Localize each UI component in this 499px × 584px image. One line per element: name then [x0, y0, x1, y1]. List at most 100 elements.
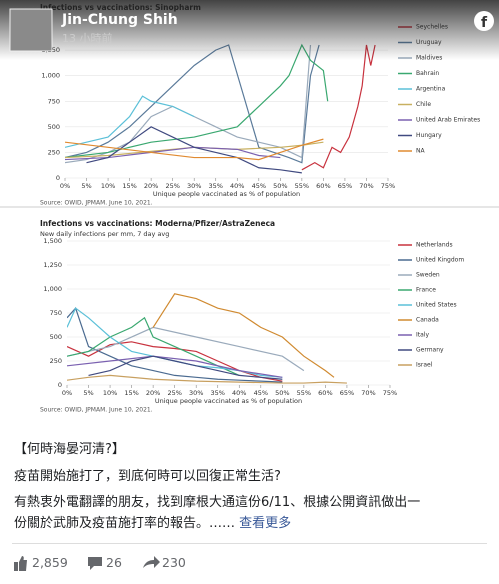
- chart-source: Source: OWID, JPMAM. June 10, 2021.: [40, 200, 153, 207]
- legend-label: Italy: [416, 332, 429, 339]
- chart-title: Infections vs vaccinations: Moderna/Pfiz…: [40, 219, 275, 228]
- legend-label: Israel: [416, 362, 433, 369]
- post-text: 有熱衷外電翻譯的朋友，找到摩根大通這份6/11、根據公開資訊做出一: [14, 495, 421, 510]
- legend-label: Canada: [416, 317, 439, 324]
- legend-label: France: [416, 287, 436, 294]
- chart-source: Source: OWID, JPMAM. June 10, 2021.: [40, 407, 153, 414]
- x-tick-label: 40%: [230, 182, 244, 190]
- x-tick-label: 50%: [273, 182, 287, 190]
- facebook-f: f: [481, 15, 488, 31]
- chart-subtitle: New daily infections per mm, 7 day avg: [40, 230, 169, 238]
- avatar[interactable]: [9, 8, 53, 52]
- x-axis-label: Unique people vaccinated as % of populat…: [153, 190, 300, 198]
- series-line: [67, 326, 305, 372]
- legend-label: United States: [416, 302, 457, 309]
- see-more[interactable]: 查看更多: [239, 516, 292, 531]
- y-tick-label: 1,250: [43, 261, 62, 269]
- x-tick-label: 20%: [144, 182, 158, 190]
- x-tick-label: 30%: [189, 389, 203, 397]
- x-tick-label: 75%: [381, 182, 395, 190]
- legend-label: Germany: [416, 347, 444, 354]
- y-tick-label: 1,000: [41, 72, 60, 80]
- series-line: [67, 307, 283, 383]
- header: f Jin-Chung Shih 13 小時前: [0, 0, 499, 60]
- legend-label: Chile: [416, 101, 431, 108]
- post-text: 份關於武肺及疫苗施打率的報告。……: [14, 516, 236, 531]
- x-tick-label: 30%: [187, 182, 201, 190]
- y-tick-label: 750: [50, 309, 62, 317]
- legend-label: Netherlands: [416, 242, 453, 249]
- x-tick-label: 70%: [359, 182, 373, 190]
- y-tick-label: 1,000: [43, 285, 62, 293]
- x-tick-label: 35%: [209, 182, 223, 190]
- divider: [12, 543, 487, 544]
- post-text-line: 份關於武肺及疫苗施打率的報告。…… 查看更多: [14, 512, 291, 531]
- legend-label: Argentina: [416, 86, 446, 93]
- x-tick-label: 15%: [124, 389, 138, 397]
- x-tick-label: 0%: [60, 182, 70, 190]
- x-tick-label: 0%: [62, 389, 72, 397]
- share-count[interactable]: 230: [162, 555, 186, 570]
- legend-label: United Arab Emirates: [416, 117, 480, 124]
- series-line: [65, 138, 324, 161]
- x-tick-label: 75%: [383, 389, 397, 397]
- series-line: [86, 126, 302, 174]
- comment-count[interactable]: 26: [106, 555, 122, 570]
- x-tick-label: 5%: [83, 389, 93, 397]
- facebook-icon[interactable]: [474, 11, 494, 31]
- author-name[interactable]: Jin-Chung Shih: [61, 12, 178, 28]
- y-tick-label: 250: [48, 148, 60, 156]
- series-line: [88, 355, 283, 380]
- x-tick-label: 65%: [338, 182, 352, 190]
- y-tick-label: 0: [56, 174, 60, 182]
- x-tick-label: 10%: [103, 389, 117, 397]
- x-tick-label: 10%: [101, 182, 115, 190]
- series-line: [65, 95, 195, 148]
- y-tick-label: 250: [50, 357, 62, 365]
- post-text: 【何時海晏河清?】: [14, 442, 125, 457]
- x-tick-label: 55%: [297, 389, 311, 397]
- share-icon[interactable]: [143, 556, 160, 568]
- series-line: [67, 355, 283, 378]
- footer-icons: [14, 556, 160, 571]
- chart-images: Infections vs vaccinations: Sinopharm025…: [0, 0, 499, 420]
- y-tick-label: 500: [48, 123, 60, 131]
- chart-bg: [34, 0, 464, 420]
- x-tick-label: 70%: [361, 389, 375, 397]
- series-line: [67, 316, 240, 376]
- x-tick-label: 55%: [295, 182, 309, 190]
- legend-label: Hungary: [416, 132, 442, 139]
- series-line: [65, 43, 329, 159]
- x-tick-label: 50%: [275, 389, 289, 397]
- y-tick-label: 750: [48, 97, 60, 105]
- x-tick-label: 60%: [316, 182, 330, 190]
- series-line: [67, 374, 347, 384]
- y-tick-label: 1,500: [43, 237, 62, 245]
- x-tick-label: 25%: [167, 389, 181, 397]
- legend-label: Sweden: [416, 272, 440, 279]
- legend-label: Bahrain: [416, 70, 439, 77]
- y-tick-label: 500: [50, 333, 62, 341]
- x-tick-label: 5%: [81, 182, 91, 190]
- y-tick-label: 0: [58, 381, 62, 389]
- x-tick-label: 45%: [252, 182, 266, 190]
- x-tick-label: 65%: [340, 389, 354, 397]
- x-tick-label: 40%: [232, 389, 246, 397]
- x-axis-label: Unique people vaccinated as % of populat…: [155, 397, 302, 405]
- like-icon[interactable]: [14, 556, 27, 571]
- post-text: 疫苗開始施打了，到底何時可以回復正常生活?: [14, 469, 281, 484]
- x-tick-label: 60%: [318, 389, 332, 397]
- x-tick-label: 35%: [211, 389, 225, 397]
- x-tick-label: 15%: [122, 182, 136, 190]
- post-time[interactable]: 13 小時前: [62, 31, 113, 45]
- comment-icon[interactable]: [88, 557, 102, 570]
- x-tick-label: 20%: [146, 389, 160, 397]
- legend-label: United Kingdom: [416, 257, 464, 264]
- x-tick-label: 25%: [165, 182, 179, 190]
- header-shade: [0, 0, 499, 60]
- legend-label: NA: [416, 148, 425, 155]
- x-tick-label: 45%: [254, 389, 268, 397]
- reaction-count[interactable]: 2,859: [32, 555, 68, 570]
- series-line: [152, 293, 335, 378]
